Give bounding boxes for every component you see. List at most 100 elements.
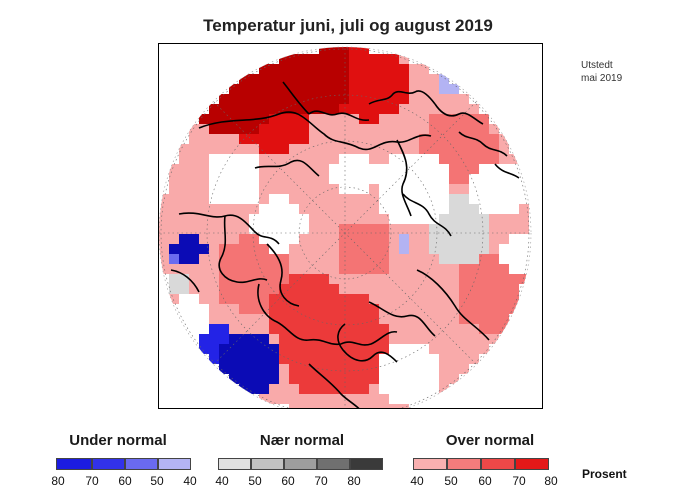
anomaly-cell xyxy=(499,324,509,334)
anomaly-cell xyxy=(219,234,229,244)
anomaly-cell xyxy=(219,364,229,374)
anomaly-cell xyxy=(369,394,379,404)
anomaly-cell xyxy=(169,174,179,184)
anomaly-cell xyxy=(169,164,179,174)
anomaly-cell xyxy=(259,104,269,114)
anomaly-cell xyxy=(309,104,319,114)
anomaly-cell xyxy=(239,334,249,344)
anomaly-cell xyxy=(239,204,249,214)
anomaly-cell xyxy=(309,314,319,324)
anomaly-cell xyxy=(339,54,349,64)
anomaly-cell xyxy=(249,144,259,154)
anomaly-cell xyxy=(399,114,409,124)
anomaly-cell xyxy=(489,124,499,134)
anomaly-cell xyxy=(379,144,389,154)
anomaly-cell xyxy=(449,184,459,194)
anomaly-cell xyxy=(289,104,299,114)
anomaly-cell xyxy=(329,404,339,408)
anomaly-cell xyxy=(409,234,419,244)
anomaly-cell xyxy=(459,254,469,264)
anomaly-cell xyxy=(319,84,329,94)
anomaly-cell xyxy=(339,334,349,344)
anomaly-cell xyxy=(289,174,299,184)
anomaly-cell xyxy=(369,284,379,294)
anomaly-cell xyxy=(289,154,299,164)
legend-tick-under-40: 40 xyxy=(183,474,197,488)
anomaly-cell xyxy=(439,344,449,354)
anomaly-cell xyxy=(259,294,269,304)
anomaly-cell xyxy=(269,334,279,344)
anomaly-cell xyxy=(379,284,389,294)
anomaly-cell xyxy=(479,314,489,324)
anomaly-cell xyxy=(469,224,479,234)
anomaly-cell xyxy=(319,234,329,244)
anomaly-cell xyxy=(359,304,369,314)
anomaly-cell xyxy=(249,344,259,354)
anomaly-cell xyxy=(189,264,199,274)
anomaly-cell xyxy=(319,104,329,114)
anomaly-cell xyxy=(259,314,269,324)
anomaly-cell xyxy=(269,354,279,364)
anomaly-cell xyxy=(219,124,229,134)
anomaly-cell xyxy=(329,84,339,94)
legend-tick-under-80: 80 xyxy=(51,474,65,488)
anomaly-cell xyxy=(309,124,319,134)
anomaly-cell xyxy=(199,264,209,274)
anomaly-cell xyxy=(199,194,209,204)
anomaly-cell xyxy=(269,74,279,84)
issued-note: Utstedt mai 2019 xyxy=(581,59,661,85)
anomaly-cell xyxy=(259,94,269,104)
anomaly-cell xyxy=(239,144,249,154)
anomaly-cell xyxy=(349,344,359,354)
anomaly-cell xyxy=(269,274,279,284)
anomaly-cell xyxy=(329,344,339,354)
anomaly-cell xyxy=(269,174,279,184)
anomaly-cell xyxy=(379,84,389,94)
anomaly-cell xyxy=(489,324,499,334)
anomaly-cell xyxy=(349,334,359,344)
anomaly-cell xyxy=(289,374,299,384)
anomaly-cell xyxy=(209,314,219,324)
anomaly-cell xyxy=(189,134,199,144)
anomaly-cell xyxy=(399,294,409,304)
anomaly-cell xyxy=(189,184,199,194)
anomaly-cell xyxy=(159,234,169,244)
anomaly-cell xyxy=(369,374,379,384)
anomaly-cell xyxy=(339,354,349,364)
anomaly-cell xyxy=(289,184,299,194)
anomaly-cell xyxy=(179,274,189,284)
anomaly-cell xyxy=(459,94,469,104)
anomaly-cell xyxy=(349,64,359,74)
anomaly-cell xyxy=(499,304,509,314)
legend-tick-near-50: 50 xyxy=(248,474,262,488)
anomaly-cell xyxy=(419,134,429,144)
anomaly-cell xyxy=(189,154,199,164)
anomaly-cell xyxy=(409,74,419,84)
anomaly-cell xyxy=(489,304,499,314)
anomaly-cell xyxy=(299,274,309,284)
anomaly-cell xyxy=(449,314,459,324)
anomaly-cell xyxy=(329,114,339,124)
anomaly-cell xyxy=(299,354,309,364)
anomaly-cell xyxy=(359,354,369,364)
anomaly-cell xyxy=(429,114,439,124)
anomaly-cell xyxy=(259,144,269,154)
legend-swatch-near-2 xyxy=(251,458,284,470)
issued-date: mai 2019 xyxy=(581,73,623,84)
anomaly-cell xyxy=(359,47,369,54)
anomaly-cell xyxy=(469,344,479,354)
anomaly-cell xyxy=(359,204,369,214)
anomaly-cell xyxy=(349,104,359,114)
anomaly-cell xyxy=(449,164,459,174)
anomaly-cell xyxy=(489,254,499,264)
anomaly-cell xyxy=(429,274,439,284)
anomaly-cell xyxy=(209,244,219,254)
anomaly-cell xyxy=(409,324,419,334)
anomaly-cell xyxy=(339,114,349,124)
anomaly-cell xyxy=(469,324,479,334)
anomaly-cell xyxy=(319,324,329,334)
anomaly-cell xyxy=(209,324,219,334)
anomaly-cell xyxy=(329,314,339,324)
anomaly-cell xyxy=(239,374,249,384)
anomaly-cell xyxy=(449,214,459,224)
